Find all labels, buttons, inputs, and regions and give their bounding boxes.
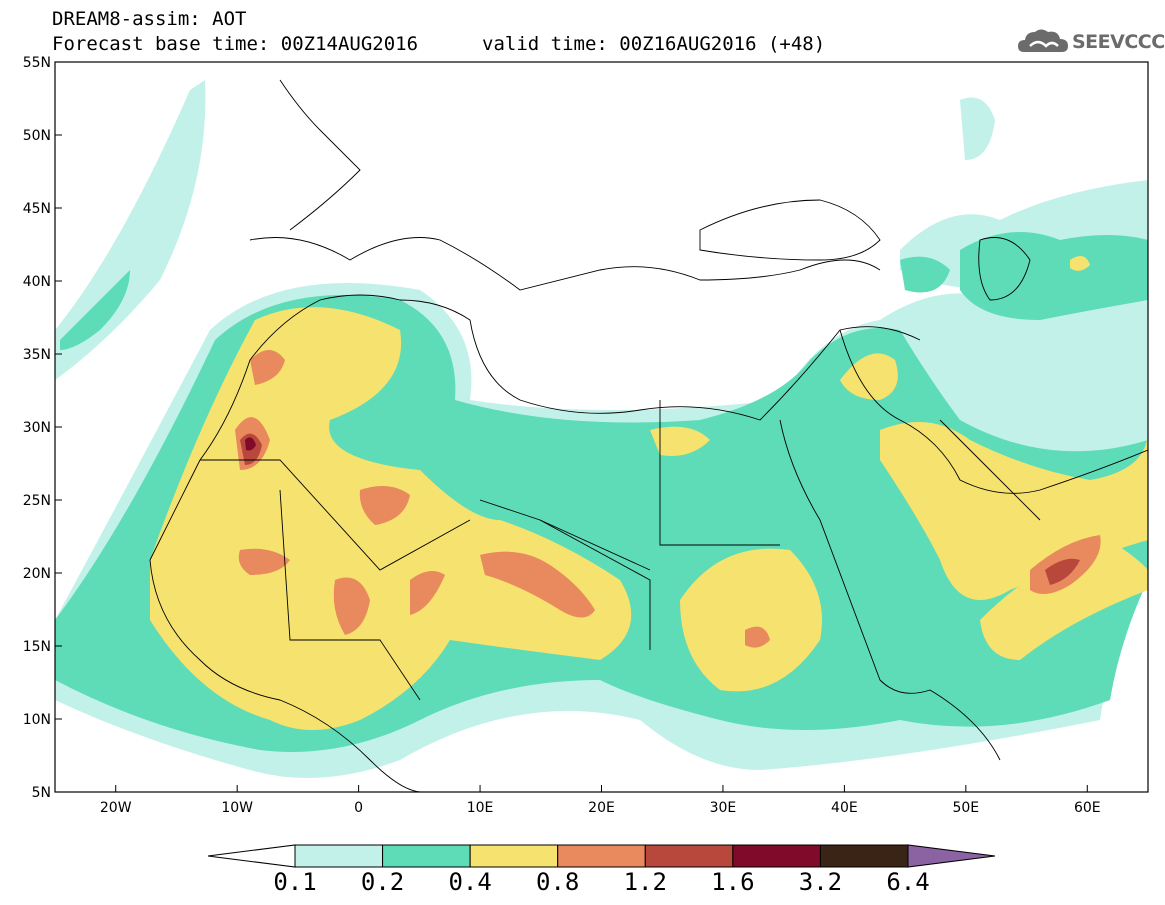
lat-label: 25N <box>23 493 51 509</box>
cloud-icon <box>1018 29 1068 52</box>
valid-time: valid time: 00Z16AUG2016 (+48) <box>482 33 826 55</box>
aot-field <box>55 62 1148 792</box>
longitude-axis: 20W 10W 0 10E 20E 30E 40E 50E 60E <box>100 785 1101 816</box>
lat-label: 35N <box>23 347 51 363</box>
colorbar-cell <box>382 844 471 868</box>
lon-label: 40E <box>831 800 858 816</box>
lon-label: 10W <box>221 800 253 816</box>
colorbar-cell <box>819 844 909 868</box>
colorbar-label: 1.2 <box>623 868 667 896</box>
lat-label: 10N <box>23 712 51 728</box>
colorbar-label: 1.6 <box>711 868 755 896</box>
colorbar-cell <box>557 844 646 868</box>
lon-label: 0 <box>354 800 363 816</box>
colorbar-below-arrow <box>207 844 296 868</box>
colorbar-label: 0.1 <box>273 868 317 896</box>
lat-label: 5N <box>32 785 51 801</box>
lon-label: 50E <box>952 800 979 816</box>
colorbar-above-arrow <box>907 844 996 868</box>
lat-label: 55N <box>23 55 51 71</box>
colorbar-cell <box>644 844 734 868</box>
lon-label: 20W <box>100 800 132 816</box>
seevccc-logo: SEEVCCC <box>1016 24 1165 60</box>
colorbar-label: 3.2 <box>798 868 843 896</box>
lat-label: 45N <box>23 201 51 217</box>
lon-label: 60E <box>1074 800 1101 816</box>
colorbar-label: 0.4 <box>448 868 492 896</box>
latitude-axis: 55N 50N 45N 40N 35N 30N 25N 20N 15N 10N 5N <box>23 55 62 801</box>
colorbar-label: 6.4 <box>886 868 930 896</box>
colorbar <box>207 844 996 868</box>
chart-title: DREAM8-assim: AOT <box>52 8 247 30</box>
colorbar-cell <box>469 844 559 868</box>
colorbar-cell <box>294 844 384 868</box>
lat-label: 15N <box>23 639 51 655</box>
colorbar-cell <box>732 844 821 868</box>
lat-label: 30N <box>23 420 51 436</box>
colorbar-label: 0.8 <box>536 868 580 896</box>
coastlines <box>149 79 1148 792</box>
lat-label: 40N <box>23 274 51 290</box>
lon-label: 10E <box>467 800 494 816</box>
logo-text: SEEVCCC <box>1072 31 1165 53</box>
lat-label: 20N <box>23 566 51 582</box>
colorbar-label: 0.2 <box>360 868 405 896</box>
lon-label: 30E <box>710 800 737 816</box>
lat-label: 50N <box>23 128 51 144</box>
lon-label: 20E <box>588 800 615 816</box>
forecast-base-time: Forecast base time: 00Z14AUG2016 <box>52 33 419 55</box>
